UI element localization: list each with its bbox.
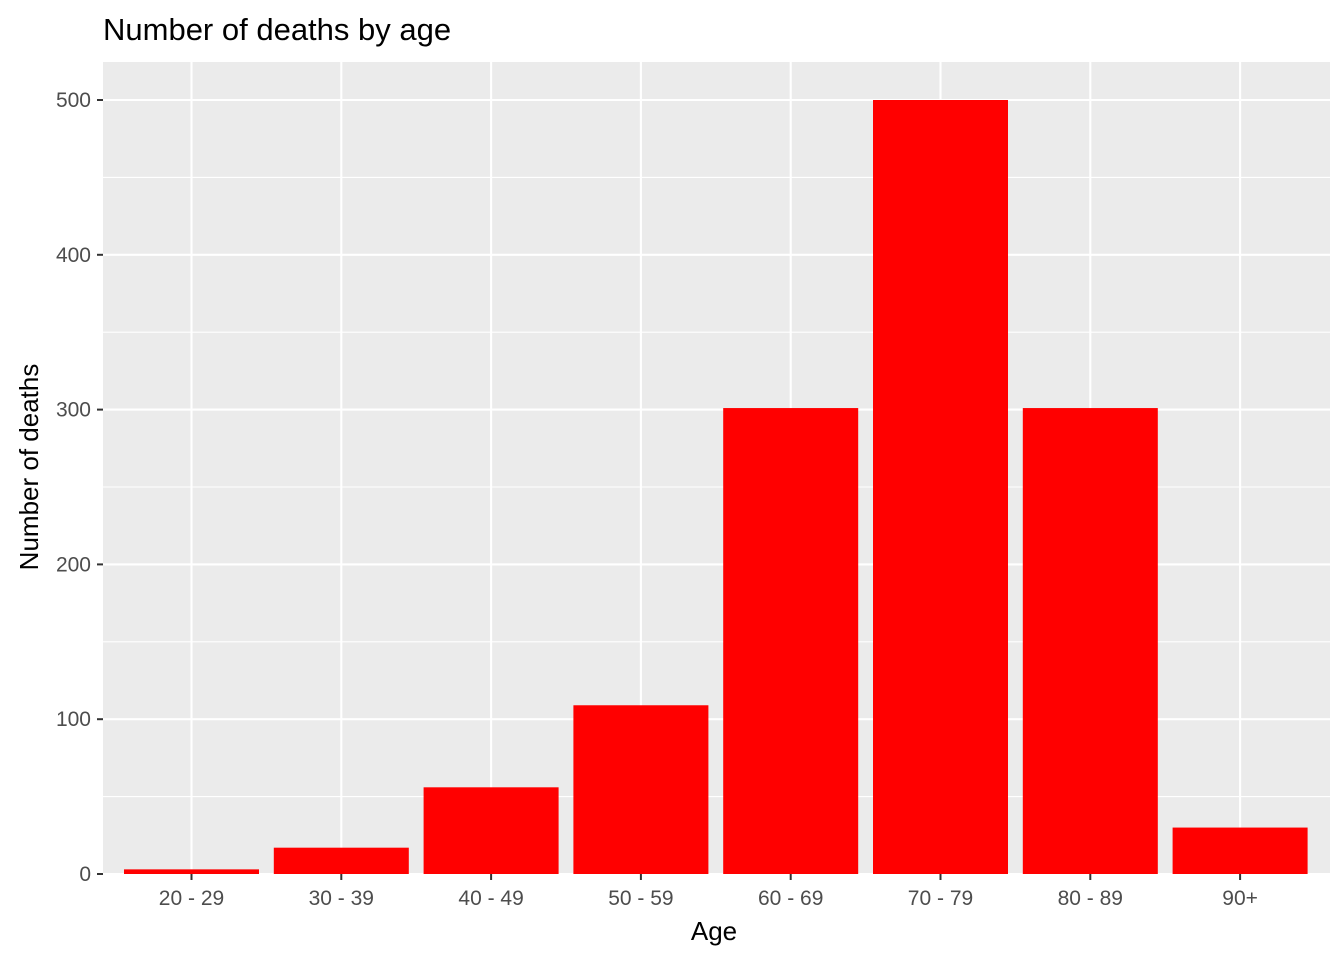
y-axis-ticks: 0 100 200 300 400 500: [56, 89, 103, 886]
x-axis-title: Age: [691, 916, 737, 946]
bar: [1022, 408, 1158, 874]
x-tick-label: 90+: [1222, 887, 1258, 910]
bar: [423, 787, 559, 874]
chart-title: Number of deaths by age: [103, 12, 451, 47]
x-axis-ticks: 20 - 29 30 - 39 40 - 49 50 - 59 60 - 69 70 - …: [159, 874, 1258, 910]
x-tick-label: 40 - 49: [458, 887, 523, 910]
x-tick-label: 80 - 89: [1058, 887, 1123, 910]
y-tick-label: 100: [56, 708, 91, 731]
y-tick-label: 400: [56, 244, 91, 267]
y-tick-label: 0: [79, 863, 91, 886]
y-axis-title: Number of deaths: [14, 364, 44, 571]
bar: [573, 705, 709, 874]
x-tick-label: 70 - 79: [908, 887, 973, 910]
y-tick-label: 300: [56, 399, 91, 422]
y-tick-label: 500: [56, 89, 91, 112]
bar: [1172, 827, 1308, 874]
bars: [124, 100, 1308, 874]
bar: [273, 847, 409, 874]
bar: [124, 869, 259, 874]
y-tick-label: 200: [56, 553, 91, 576]
x-tick-label: 50 - 59: [608, 887, 673, 910]
bar: [723, 408, 859, 874]
bar: [873, 100, 1008, 874]
x-tick-label: 20 - 29: [159, 887, 224, 910]
x-tick-label: 60 - 69: [758, 887, 823, 910]
x-tick-label: 30 - 39: [309, 887, 374, 910]
major-gridlines: [103, 62, 1330, 876]
